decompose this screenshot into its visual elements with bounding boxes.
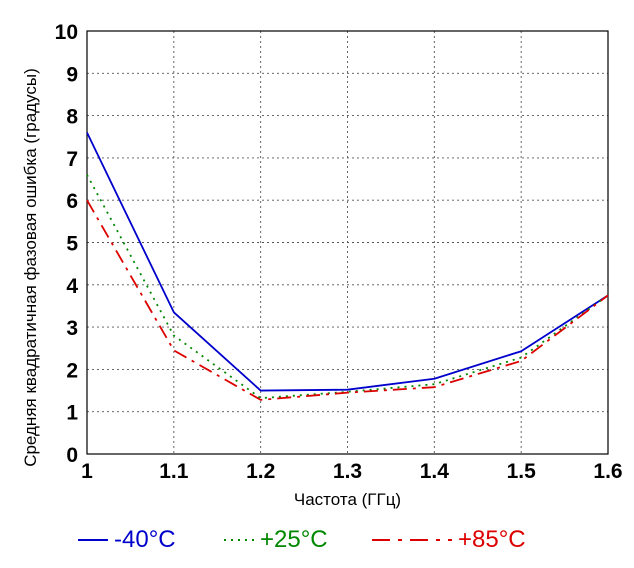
x-tick-label: 1.2 [246,460,275,483]
x-tick-label: 1.5 [507,460,537,483]
y-tick-label: 8 [66,106,78,129]
legend-label: +25°C [260,526,328,553]
y-tick-label: 5 [66,233,78,256]
plot-frame [86,30,609,455]
y-tick-label: 2 [66,359,78,382]
y-tick-label: 6 [66,190,78,213]
x-tick-labels: 1 1.1 1.2 1.3 1.4 1.5 1.6 [81,460,622,483]
x-axis-label: Частота (ГГц) [294,490,401,509]
y-tick-label: 7 [66,148,78,171]
x-tick-label: 1.3 [333,460,362,483]
series-layer [86,132,609,401]
legend-label: +85°C [458,526,526,553]
legend-item-plus25: +25°C [224,526,328,554]
y-tick-labels: 0 1 2 3 4 5 6 7 8 9 10 [55,21,79,467]
legend-swatch-dashdot [372,539,452,541]
legend-label: -40°C [114,526,176,553]
y-axis-label: Средняя квадратичная фазовая ошибка (гра… [21,68,40,467]
grid-lines [86,30,609,455]
legend: -40°C +25°C +85°C [0,524,634,564]
y-tick-label: 0 [66,444,78,467]
y-tick-label: 9 [66,63,78,86]
x-tick-label: 1 [81,460,93,483]
x-tick-label: 1.1 [159,460,189,483]
y-tick-label: 3 [66,317,78,340]
y-tick-label: 4 [66,275,78,298]
legend-swatch-solid [78,539,108,541]
legend-item-minus40: -40°C [78,526,176,554]
series-line [86,199,609,401]
x-tick-label: 1.4 [420,460,450,483]
legend-swatch-dotted [224,539,254,541]
y-tick-label: 10 [55,21,78,44]
series-line [86,174,609,400]
y-tick-label: 1 [66,402,78,425]
legend-item-plus85: +85°C [372,526,526,554]
x-tick-label: 1.6 [593,460,622,483]
series-line [86,132,609,392]
